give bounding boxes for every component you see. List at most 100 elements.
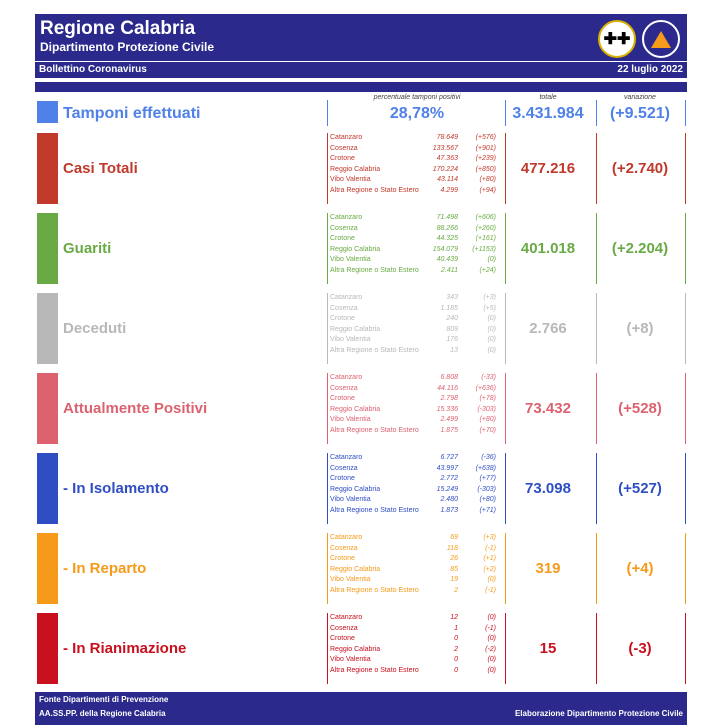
region-crest-icon: ✚✚ [598, 20, 636, 58]
row-divider [505, 613, 506, 684]
province-line: Altra Regione o Stato Estero 1.875 (+70) [330, 426, 500, 437]
variazione-value: (+9.521) [609, 105, 671, 122]
province-delta: (+606) [475, 214, 496, 221]
tamponi-divider-1 [327, 100, 328, 126]
province-line: Crotone 2.798 (+78) [330, 394, 500, 405]
province-name: Altra Regione o Stato Estero [330, 346, 419, 354]
page-title: Regione Calabria [40, 18, 196, 39]
province-value: 43.114 [437, 176, 458, 184]
row-divider [685, 453, 686, 524]
province-delta: (0) [487, 256, 496, 264]
province-list: Catanzaro 6.808 (-33) Cosenza 44.116 (+636) Cr… [330, 373, 500, 437]
province-delta: (+24) [479, 266, 496, 274]
bulletin-label: Bollettino Coronavirus [39, 64, 147, 75]
province-line: Cosenza 133.567 (+901) [330, 144, 500, 155]
province-name: Catanzaro [330, 534, 363, 541]
category-label: - In Isolamento [63, 479, 169, 497]
province-value: 343 [446, 294, 458, 301]
province-name: Crotone [330, 395, 355, 403]
province-value: 1.875 [440, 426, 458, 434]
category-row: Guariti Catanzaro 71.498 (+606) Cosenza 88.26… [37, 211, 687, 286]
category-total: 2.766 [529, 319, 567, 337]
province-line: Catanzaro 71.498 (+606) [330, 213, 500, 224]
province-name: Reggio Calabria [330, 565, 381, 573]
province-delta: (+901) [475, 144, 496, 152]
province-value: 1.873 [440, 506, 458, 514]
province-line: Vibo Valentia 2.480 (+80) [330, 495, 500, 506]
row-divider [505, 453, 506, 524]
province-name: Vibo Valentia [330, 496, 371, 504]
department-subtitle: Dipartimento Protezione Civile [40, 40, 215, 54]
province-value: 0 [454, 635, 458, 643]
province-delta: (0) [487, 325, 496, 333]
province-value: 43.997 [436, 464, 458, 472]
row-divider [685, 293, 686, 364]
province-line: Crotone 240 (0) [330, 314, 500, 325]
province-line: Altra Regione o Stato Estero 0 (0) [330, 666, 500, 677]
footer-credit: Elaborazione Dipartimento Protezione Civ… [514, 709, 683, 718]
province-value: 44.116 [437, 384, 458, 392]
province-list: Catanzaro 6.727 (-36) Cosenza 43.997 (+638) Cr… [330, 453, 500, 517]
row-divider [327, 613, 328, 684]
province-value: 26 [450, 555, 458, 563]
perc-header: percentuale tamponi positivi [373, 94, 461, 101]
province-name: Cosenza [330, 144, 358, 152]
province-delta: (+638) [475, 464, 496, 472]
province-line: Cosenza 44.116 (+636) [330, 384, 500, 395]
category-row: Deceduti Catanzaro 343 (+3) Cosenza 1.185 (+5)… [37, 291, 687, 366]
province-value: 1.185 [440, 304, 458, 312]
province-line: Vibo Valentia 0 (0) [330, 655, 500, 666]
category-row: Attualmente Positivi Catanzaro 6.808 (-33) C… [37, 371, 687, 446]
province-name: Vibo Valentia [330, 416, 371, 424]
category-total: 73.432 [525, 399, 571, 417]
province-name: Vibo Valentia [330, 336, 371, 344]
province-delta: (0) [487, 336, 496, 344]
province-delta: (+77) [479, 475, 496, 483]
footer: Fonte Dipartimenti di Prevenzione AA.SS.… [35, 692, 687, 725]
province-name: Altra Regione o Stato Estero [330, 586, 419, 594]
province-value: 13 [450, 346, 458, 354]
province-value: 2.499 [440, 416, 458, 424]
province-value: 85 [450, 565, 458, 573]
province-list: Catanzaro 71.498 (+606) Cosenza 88.266 (+260)… [330, 213, 500, 277]
row-divider [596, 133, 597, 204]
bulletin-date: 22 luglio 2022 [617, 64, 683, 75]
tamponi-divider-2 [505, 100, 506, 126]
province-name: Altra Regione o Stato Estero [330, 186, 419, 194]
row-divider [596, 613, 597, 684]
category-label: Casi Totali [63, 159, 138, 177]
province-line: Cosenza 43.997 (+638) [330, 464, 500, 475]
province-line: Crotone 26 (+1) [330, 554, 500, 565]
category-total: 15 [539, 639, 557, 657]
row-divider [685, 613, 686, 684]
category-total: 73.098 [525, 479, 571, 497]
tamponi-swatch [37, 101, 58, 123]
province-name: Catanzaro [330, 614, 363, 621]
province-delta: (+576) [475, 134, 496, 141]
category-change: (+528) [618, 399, 662, 417]
footer-source: Fonte Dipartimenti di Prevenzione [39, 695, 169, 704]
category-swatch [37, 213, 58, 284]
province-value: 154.079 [432, 245, 458, 253]
totale-value: 3.431.984 [512, 105, 584, 122]
category-total: 401.018 [520, 239, 576, 257]
province-line: Cosenza 1 (-1) [330, 624, 500, 635]
province-list: Catanzaro 69 (+3) Cosenza 118 (-1) Crotone 26 (+… [330, 533, 500, 597]
perc-value: 28,78% [389, 105, 445, 122]
row-divider [685, 533, 686, 604]
province-value: 2.411 [441, 266, 458, 274]
province-value: 133.567 [432, 144, 458, 152]
province-delta: (+636) [475, 384, 496, 392]
row-divider [505, 373, 506, 444]
row-divider [505, 533, 506, 604]
province-name: Catanzaro [330, 214, 363, 221]
province-delta: (+2) [483, 565, 496, 573]
category-swatch [37, 293, 58, 364]
province-delta: (-1) [485, 624, 496, 632]
category-total: 319 [535, 559, 561, 577]
province-line: Cosenza 88.266 (+260) [330, 224, 500, 235]
province-value: 44.325 [436, 235, 458, 243]
province-delta: (+94) [479, 186, 496, 194]
province-delta: (0) [487, 656, 496, 664]
province-delta: (+3) [483, 534, 496, 541]
